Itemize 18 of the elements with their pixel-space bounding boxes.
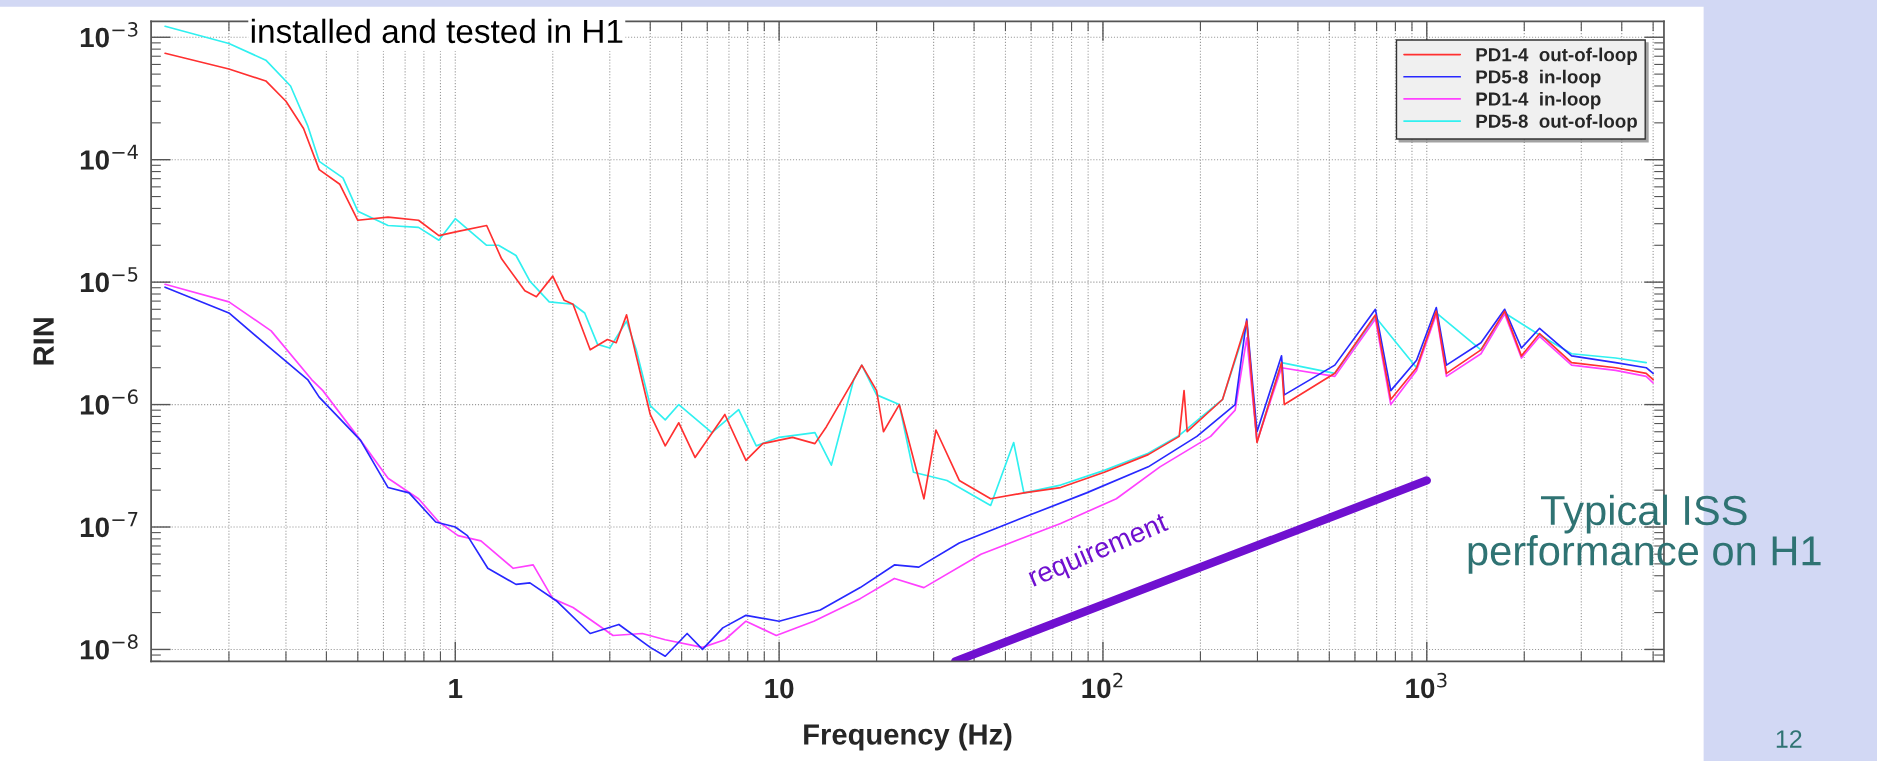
x-tick-label: 10$^{2}$ — [1082, 672, 1123, 699]
y-axis-title: RIN — [33, 318, 54, 365]
chart-title: installed and tested in H1 — [251, 18, 623, 44]
legend-label: PD5-8 out-of-loop — [1476, 114, 1637, 132]
x-tick-label: 10$^{3}$ — [1406, 672, 1447, 699]
text: 12 — [1776, 730, 1802, 748]
y-tick-label: 10$^{−5}$ — [80, 267, 138, 293]
y-tick-label: 10$^{−7}$ — [80, 512, 138, 538]
x-tick-label: 10 — [765, 678, 794, 699]
y-tick-label: 10$^{−8}$ — [80, 634, 138, 660]
x-axis-title: Frequency (Hz) — [804, 723, 1012, 751]
legend-label: PD5-8 in-loop — [1476, 69, 1601, 88]
x-tick-label: 1 — [449, 679, 463, 699]
y-tick-label: 10$^{−6}$ — [80, 389, 138, 415]
legend-label: PD1-4 out-of-loop — [1476, 47, 1637, 66]
y-tick-label: 10$^{−3}$ — [80, 22, 138, 48]
y-tick-label: 10$^{−4}$ — [80, 144, 138, 170]
legend-label: PD1-4 in-loop — [1476, 91, 1601, 110]
